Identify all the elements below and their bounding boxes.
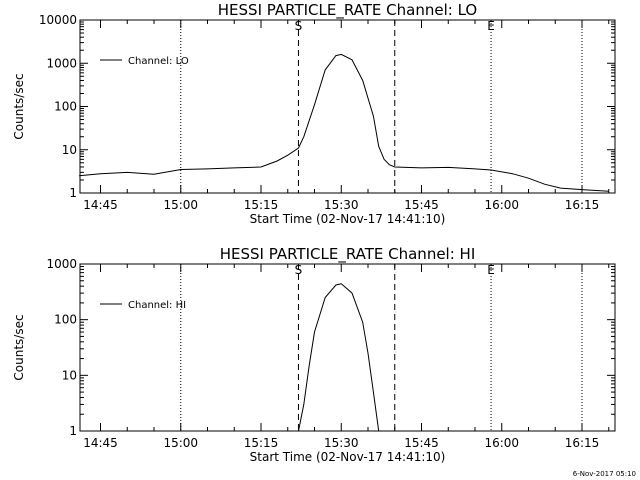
y-tick-label: 10000 xyxy=(39,13,77,27)
x-axis-label: Start Time (02-Nov-17 14:41:10) xyxy=(250,450,446,464)
chart-title: HESSI PARTICLE_RATE Channel: LO xyxy=(218,1,477,20)
plot-frame xyxy=(79,19,616,194)
y-tick-label: 100 xyxy=(54,100,77,114)
x-tick-label: 15:15 xyxy=(244,436,279,450)
x-tick-label: 15:00 xyxy=(163,436,198,450)
y-tick-label: 1000 xyxy=(46,56,77,70)
y-tick-label: 1 xyxy=(69,424,77,438)
y-tick-label: 10 xyxy=(62,368,77,382)
series-line-1 xyxy=(298,283,380,432)
legend-entry: Channel: HI xyxy=(128,300,186,311)
y-tick-label: 10 xyxy=(62,143,77,157)
x-tick-label: 16:00 xyxy=(484,198,519,212)
plot-frame xyxy=(79,263,616,432)
x-tick-label: 16:00 xyxy=(484,436,519,450)
x-axis-label: Start Time (02-Nov-17 14:41:10) xyxy=(250,212,446,226)
x-tick-label: 15:45 xyxy=(404,436,439,450)
time-marker-label: E xyxy=(487,19,495,33)
chart-panel-1: HESSI PARTICLE_RATE Channel: LO 1 10 100 100… xyxy=(12,1,616,226)
chart-panel-2: HESSI PARTICLE_RATE Channel: HI 1 10 100 100… xyxy=(12,245,616,464)
x-tick-label: 15:45 xyxy=(404,198,439,212)
y-axis-label: Counts/sec xyxy=(12,73,26,139)
x-tick-label: 14:45 xyxy=(83,198,118,212)
time-marker-label: S xyxy=(295,19,303,33)
x-tick-label: 16:15 xyxy=(565,198,600,212)
series-line-1 xyxy=(79,53,609,192)
y-tick-label: 1000 xyxy=(46,257,77,271)
x-tick-label: 15:30 xyxy=(324,436,359,450)
y-tick-label: 1 xyxy=(69,186,77,200)
time-marker-label: E xyxy=(487,263,495,277)
y-tick-label: 100 xyxy=(54,313,77,327)
x-tick-label: 16:15 xyxy=(565,436,600,450)
x-tick-label: 14:45 xyxy=(83,436,118,450)
y-axis-label: Counts/sec xyxy=(12,314,26,380)
x-tick-label: 15:00 xyxy=(163,198,198,212)
legend-entry: Channel: LO xyxy=(128,56,189,67)
x-tick-label: 15:30 xyxy=(324,198,359,212)
time-marker-label: S xyxy=(295,263,303,277)
chart-title: HESSI PARTICLE_RATE Channel: HI xyxy=(220,245,476,264)
footer-timestamp: 6-Nov-2017 05:10 xyxy=(573,470,636,478)
x-tick-label: 15:15 xyxy=(244,198,279,212)
